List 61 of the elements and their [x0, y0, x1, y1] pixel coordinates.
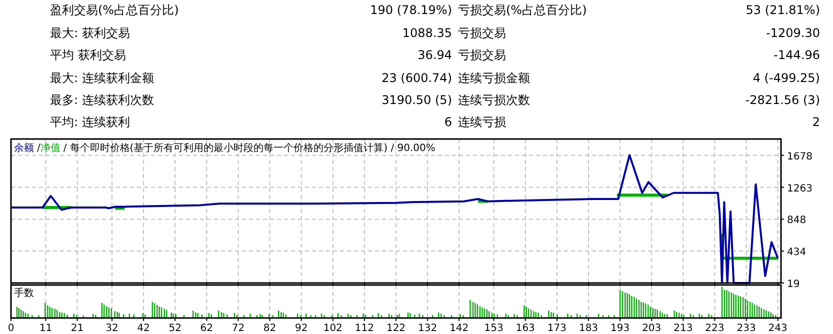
- y-tick-label: 19: [787, 279, 800, 290]
- text: 亏损交易: [458, 48, 506, 62]
- x-tick-label: 132: [418, 323, 438, 334]
- text: 余额: [14, 142, 34, 154]
- x-tick-label: 223: [705, 323, 724, 334]
- line-series: [10, 154, 779, 284]
- text: 连续亏损: [458, 115, 506, 129]
- text: 净值: [40, 142, 60, 154]
- x-tick-label: 21: [70, 323, 84, 334]
- text: 53 (21.81%): [746, 3, 820, 17]
- x-tick-label: 193: [610, 323, 630, 334]
- x-tick-label: 142: [450, 323, 469, 334]
- text: 连续亏损金额: [458, 71, 530, 85]
- x-tick-label: 32: [106, 323, 118, 334]
- annotation: /: [37, 143, 41, 154]
- x-tick-label: 62: [200, 323, 214, 334]
- text: 平均: 连续获利: [50, 115, 130, 129]
- text: -2821.56 (3): [745, 93, 820, 107]
- text: 最大: 获利交易: [50, 26, 130, 40]
- y-tick-label: 1263: [787, 183, 812, 194]
- y-tick-label: 1678: [787, 151, 812, 162]
- x-tick-label: 183: [578, 323, 598, 334]
- text: 最多: 连续获利次数: [50, 93, 154, 107]
- x-tick-label: 163: [516, 323, 535, 334]
- chart-title: 每个即时价格(基于所有可利用的最小时段的每一个价格的分形插值计算) / 90.00%: [70, 142, 436, 154]
- annotation: /: [63, 143, 68, 154]
- text: 190 (78.19%): [370, 3, 452, 17]
- text: -144.96: [774, 48, 820, 62]
- text: 23 (600.74): [382, 71, 452, 85]
- text: 连续亏损次数: [458, 93, 530, 107]
- x-tick-label: 102: [323, 323, 342, 334]
- y-tick-label: 434: [787, 247, 806, 258]
- x-tick-label: 92: [294, 323, 308, 334]
- x-tick-label: 112: [354, 323, 374, 334]
- text: 亏损交易: [458, 26, 506, 40]
- x-tick-label: 52: [168, 323, 182, 334]
- chart-title: 手数: [14, 287, 34, 299]
- x-tick-label: 0: [8, 323, 14, 334]
- text: 6: [444, 115, 452, 129]
- x-tick-label: 153: [484, 323, 504, 334]
- x-tick-label: 233: [736, 323, 756, 334]
- text: 最大: 连续获利金额: [50, 71, 154, 85]
- text: 平均 获利交易: [50, 48, 126, 62]
- text: 盈利交易(%占总百分比): [50, 3, 179, 17]
- text: 36.94: [418, 48, 452, 62]
- x-tick-label: 213: [674, 323, 693, 334]
- y-tick-label: 848: [787, 215, 806, 226]
- x-tick-label: 42: [137, 323, 150, 334]
- x-tick-label: 72: [232, 323, 245, 334]
- text: 亏损交易(%占总百分比): [458, 3, 587, 17]
- x-tick-label: 173: [547, 323, 566, 334]
- text: 1088.35: [402, 26, 452, 40]
- text: 3190.50 (5): [382, 93, 452, 107]
- x-tick-label: 203: [642, 323, 662, 334]
- x-tick-label: 82: [263, 323, 276, 334]
- x-tick-label: 243: [768, 323, 788, 334]
- text: 2: [812, 115, 820, 129]
- text: 4 (-499.25): [752, 71, 820, 85]
- text: -1209.30: [766, 26, 820, 40]
- x-tick-label: 122: [386, 323, 406, 334]
- x-tick-label: 11: [39, 323, 52, 334]
